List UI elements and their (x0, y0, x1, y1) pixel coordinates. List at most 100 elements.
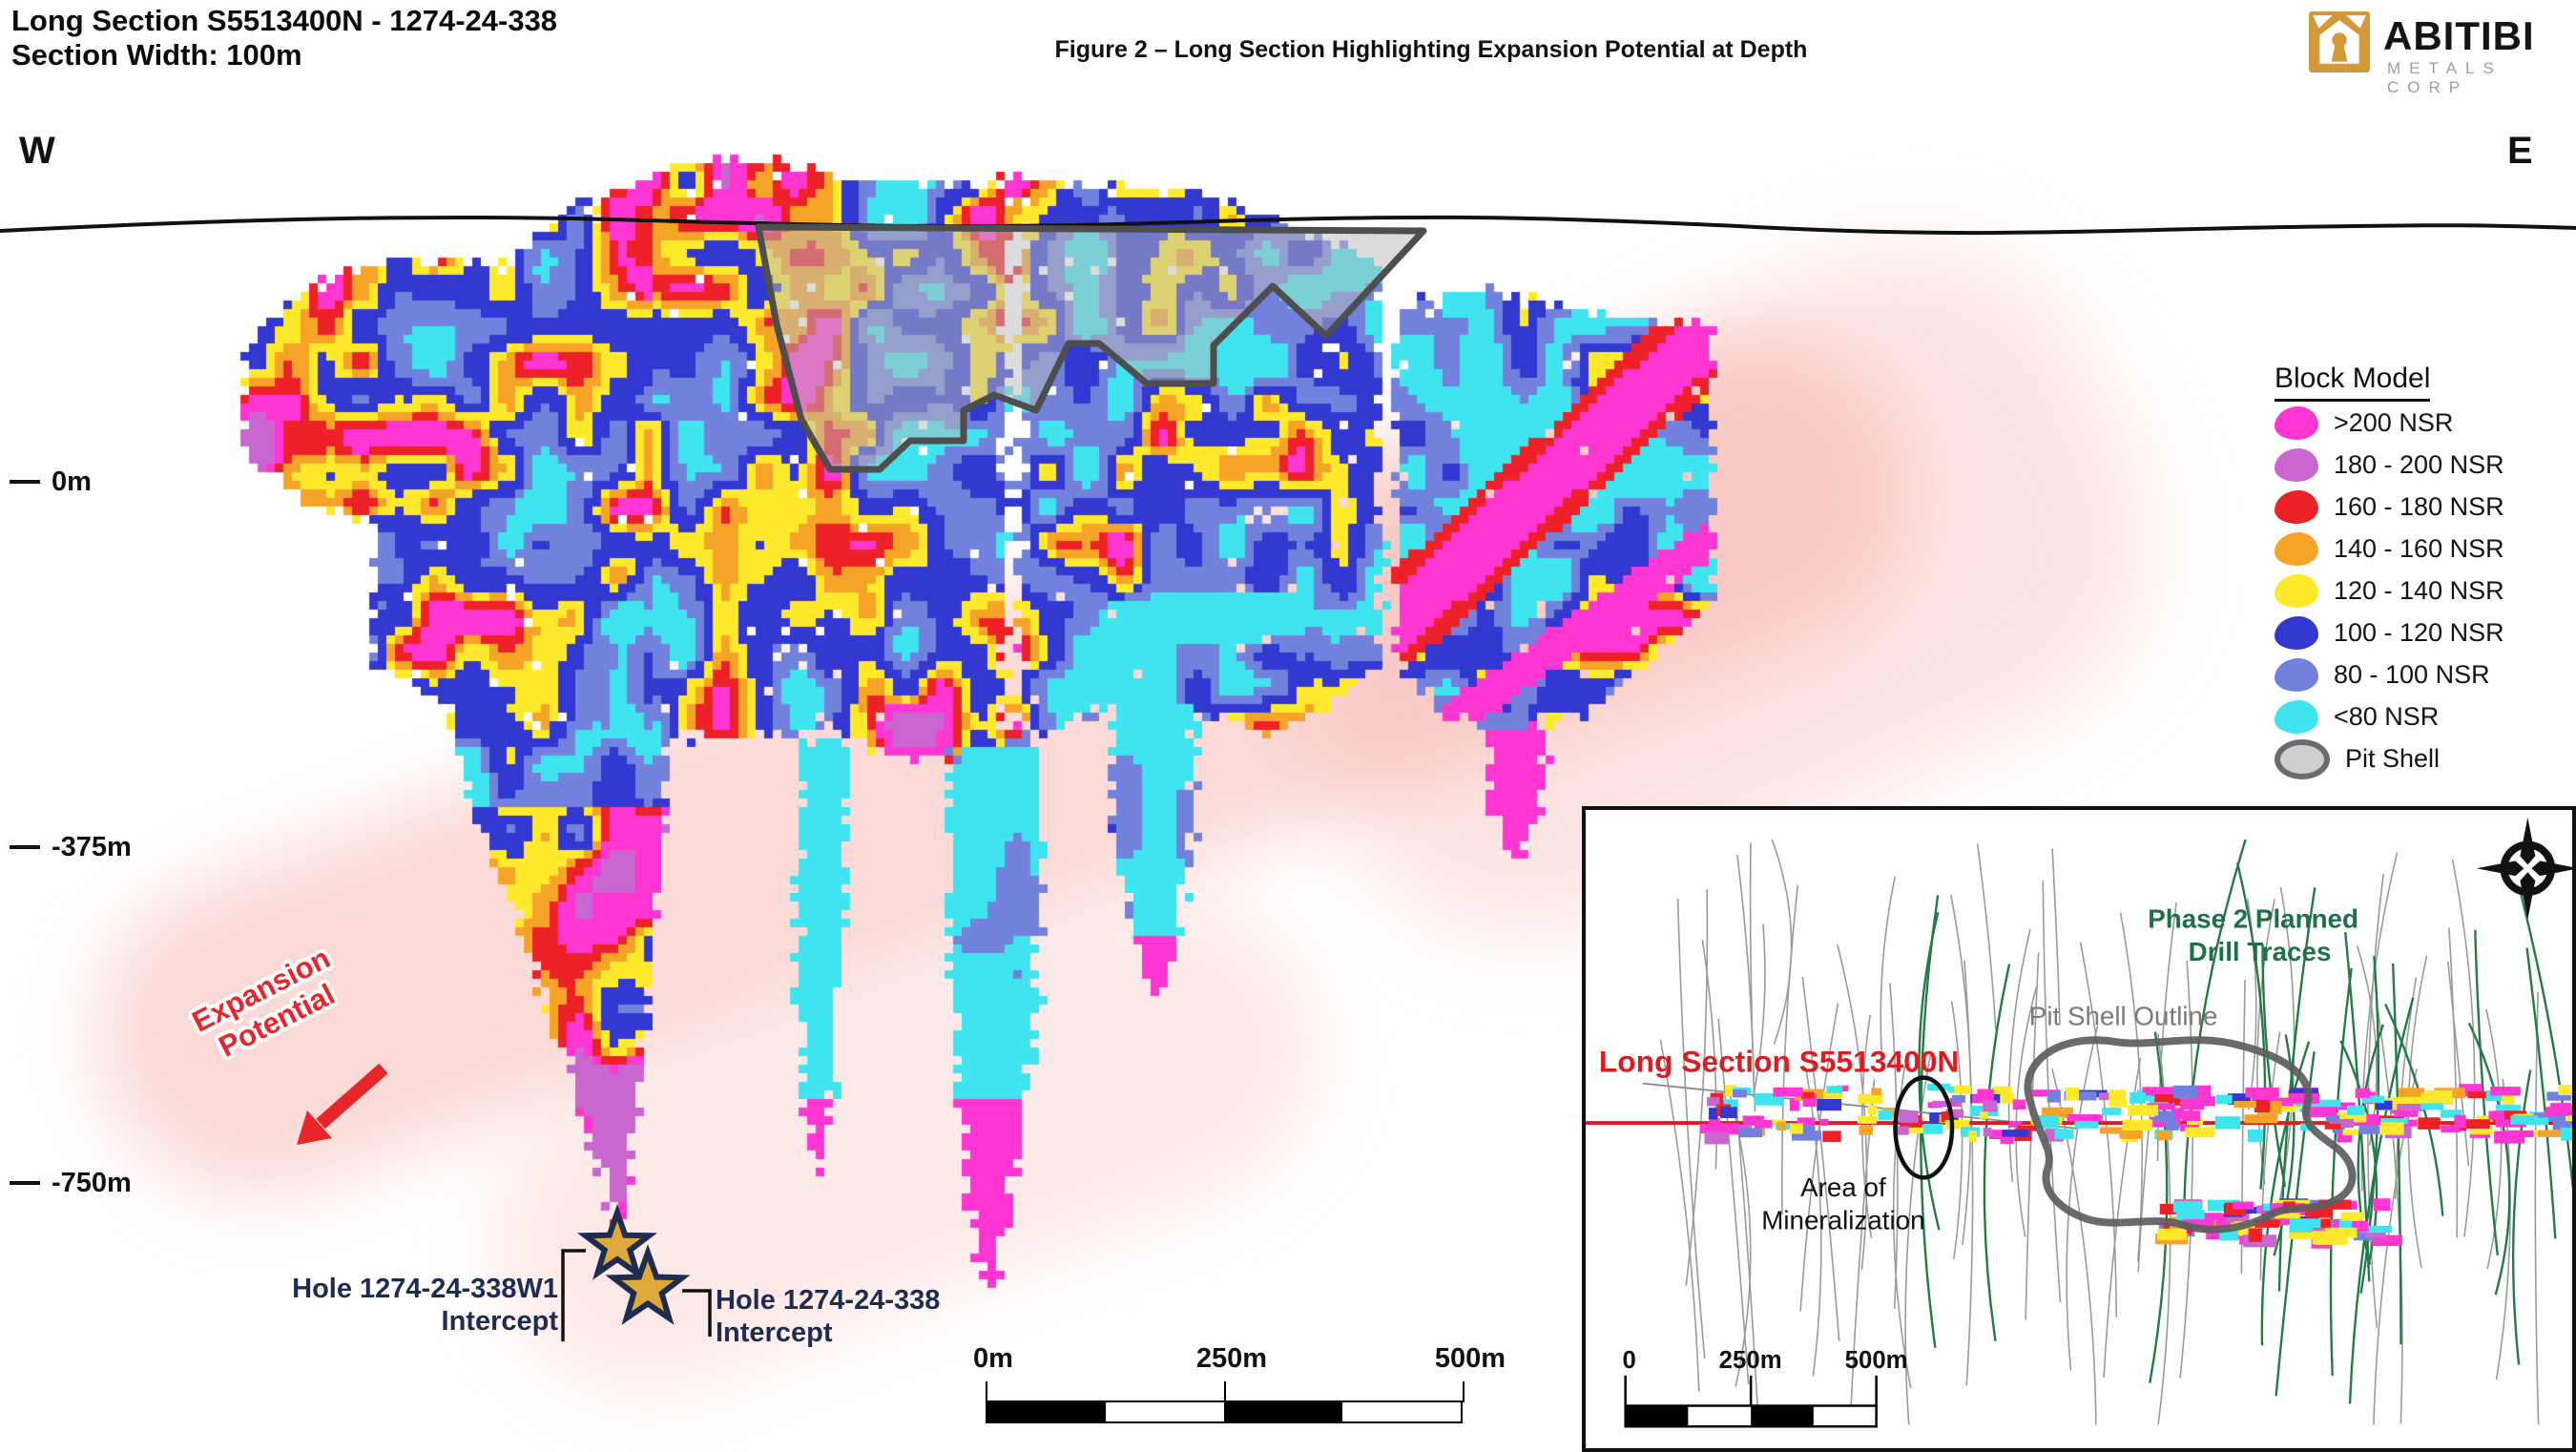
mineralization-block (2302, 1107, 2337, 1117)
legend-item-label: 80 - 100 NSR (2334, 660, 2490, 689)
page-title-line2: Section Width: 100m (11, 38, 302, 72)
depth-tick-line (10, 480, 40, 484)
area-of-mineralization-line2: Mineralization (1761, 1206, 1924, 1235)
mineralization-block (1858, 1093, 1883, 1104)
mineralization-block (2545, 1107, 2569, 1116)
figure-caption: Figure 2 – Long Section Highlighting Exp… (1054, 36, 1808, 63)
mineralization-block (2122, 1119, 2153, 1130)
depth-tick-label: -375m (52, 831, 132, 862)
mineralization-block (2248, 1129, 2264, 1142)
mineralization-block (2502, 1094, 2515, 1105)
mineralization-block (2154, 1110, 2175, 1123)
drill-trace (1771, 839, 1793, 1045)
drill-trace (2260, 1041, 2311, 1346)
legend-item: 80 - 100 NSR (2275, 654, 2572, 695)
mineralization-block (2109, 1089, 2127, 1101)
mineralization-block (1992, 1086, 2012, 1096)
mineralization-block (2441, 1110, 2462, 1118)
mineralization-block (2241, 1207, 2272, 1214)
mineralization-block (1742, 1115, 1764, 1126)
drill-trace (2261, 944, 2287, 1188)
mineralization-block (2008, 1120, 2023, 1128)
drill-trace (2156, 902, 2177, 1162)
mineralization-block (2329, 1119, 2354, 1129)
mineralization-block (1709, 1123, 1739, 1135)
mineralization-block (1894, 1126, 1909, 1135)
mineralization-block (2418, 1117, 2441, 1130)
depth-tick: -750m (10, 1168, 132, 1198)
mineralization-block (1819, 1118, 1829, 1126)
hole-leader-line-1 (561, 1249, 586, 1341)
mineralization-block (2342, 1130, 2358, 1136)
drill-trace (2015, 986, 2038, 1237)
mineralization-block (1954, 1085, 1972, 1094)
drill-trace (1918, 911, 1941, 1231)
nsr-color-swatch (2275, 406, 2318, 440)
area-of-mineralization-ellipse (1893, 1075, 1955, 1180)
page-title-line1: Long Section S5513400N - 1274-24-338 (11, 4, 558, 37)
scale-bar-label: 0m (973, 1343, 1013, 1374)
mineralization-block (1952, 1094, 1965, 1103)
drill-trace (1735, 1102, 1759, 1425)
nsr-color-swatch (2275, 532, 2318, 566)
scale-bar-label: 250m (1195, 1343, 1268, 1374)
mineralization-block (1733, 1089, 1747, 1098)
mineralization-block (2214, 1116, 2241, 1130)
drill-trace (2348, 997, 2415, 1404)
mineralization-block (2146, 1103, 2175, 1110)
mineralization-block (1720, 1107, 1737, 1119)
mineralization-block (2288, 1227, 2314, 1239)
abitibi-logo-icon (2309, 11, 2370, 73)
mineralization-block (2219, 1229, 2238, 1241)
compass-rose-icon (2476, 817, 2576, 920)
mineralization-block (2467, 1091, 2486, 1099)
drill-trace (1904, 1052, 1932, 1425)
inset-scale-label-250: 250m (1719, 1347, 1782, 1374)
mineralization-block (2375, 1100, 2398, 1110)
drill-trace (2007, 928, 2031, 1183)
mineralization-block (1947, 1086, 1957, 1093)
mineralization-block (2245, 1087, 2279, 1098)
hole-label-line: Intercept (441, 1306, 558, 1337)
drill-trace (1676, 898, 1706, 1359)
mineralization-block (2317, 1099, 2341, 1108)
expansion-arrow-shaft (316, 1063, 388, 1130)
drill-trace (2525, 947, 2557, 1239)
logo-company-name: ABITIBI (2383, 13, 2535, 58)
legend-item: <80 NSR (2275, 696, 2572, 737)
legend-item: >200 NSR (2275, 403, 2572, 444)
mineralization-block (1707, 1097, 1720, 1107)
mineralization-block (1800, 1091, 1815, 1099)
drill-trace (2451, 859, 2476, 1237)
mineralization-block (2379, 1118, 2408, 1125)
drill-trace (2384, 1003, 2444, 1216)
mineralization-block (1792, 1130, 1821, 1141)
depth-tick: 0m (10, 467, 92, 497)
page-title: Long Section S5513400N - 1274-24-338 Sec… (11, 4, 557, 73)
hole-intercept-label-338w1: Hole 1274-24-338W1 Intercept (224, 1273, 558, 1338)
mineralization-block (2098, 1092, 2115, 1101)
mineralization-block (1867, 1105, 1878, 1115)
drill-trace (1849, 1079, 1876, 1425)
mineralization-block (1738, 1128, 1763, 1138)
mineralization-block (2394, 1110, 2419, 1117)
drill-trace (2447, 961, 2470, 1167)
mineralization-block (2337, 1131, 2353, 1143)
legend-item-label: 180 - 200 NSR (2334, 450, 2504, 479)
drill-trace (2448, 927, 2459, 1238)
drill-trace (1801, 976, 1840, 1341)
legend-item: 160 - 180 NSR (2275, 487, 2572, 528)
mineralization-block (2355, 1088, 2371, 1098)
mineralization-block (2074, 1119, 2099, 1129)
long-section-label: Long Section S5513400N (1599, 1045, 1959, 1079)
mineralization-block (1871, 1088, 1882, 1095)
mineralization-block (2560, 1128, 2576, 1141)
mineralization-block (2484, 1090, 2507, 1102)
mineralization-block (1789, 1097, 1800, 1111)
nsr-color-swatch (2275, 616, 2318, 650)
mineralization-block (2142, 1087, 2175, 1096)
mineralization-block (2469, 1127, 2493, 1135)
mineralization-block (1790, 1123, 1803, 1134)
